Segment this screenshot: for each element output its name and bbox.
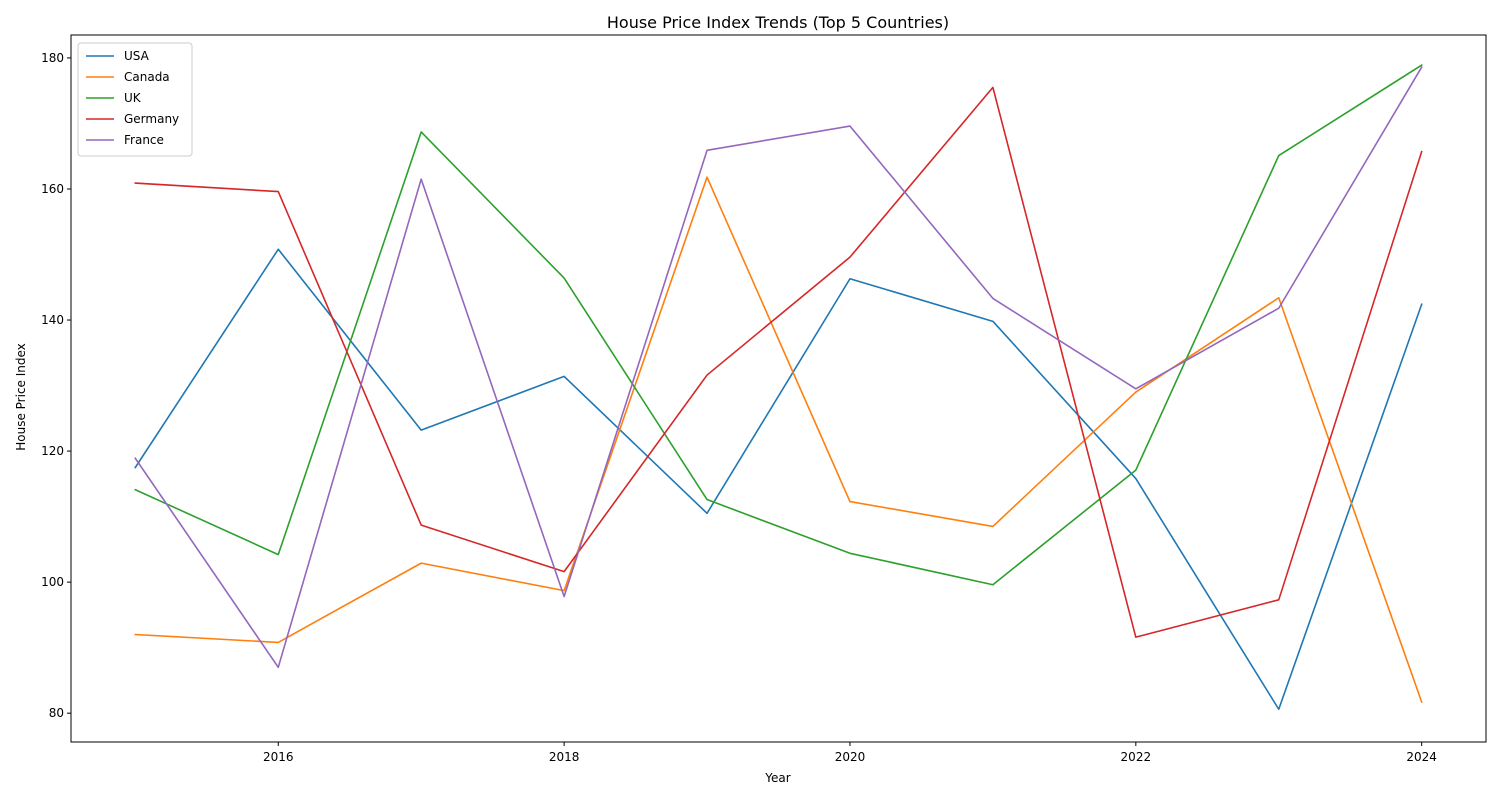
x-tick-label: 2016 (263, 750, 294, 764)
series-line-usa (134, 248, 1423, 711)
x-tick-label: 2020 (835, 750, 866, 764)
series-line-uk (134, 64, 1423, 586)
chart-title: House Price Index Trends (Top 5 Countrie… (607, 13, 949, 32)
axes: 2016 2018 2020 2022 2024 80 100 120 140 160 180 (41, 34, 1487, 764)
x-tick-label: 2022 (1121, 750, 1152, 764)
axes-frame (70, 34, 1487, 743)
legend-label-france: France (124, 133, 164, 147)
series-line-france (134, 66, 1423, 669)
x-tick-label: 2024 (1406, 750, 1437, 764)
x-tick-label: 2018 (549, 750, 580, 764)
y-axis-label: House Price Index (14, 343, 28, 451)
y-tick-label: 80 (49, 706, 64, 720)
plot-area (134, 64, 1423, 711)
legend-label-uk: UK (124, 91, 142, 105)
legend-label-usa: USA (124, 49, 150, 63)
y-tick-label: 100 (41, 575, 64, 589)
legend-label-canada: Canada (124, 70, 170, 84)
x-axis-label: Year (764, 771, 790, 785)
legend-box (77, 42, 193, 157)
legend-label-germany: Germany (124, 112, 179, 126)
y-tick-label: 140 (41, 313, 64, 327)
series-line-canada (134, 176, 1423, 704)
legend: USA Canada UK Germany France (77, 42, 193, 157)
y-tick-label: 180 (41, 51, 64, 65)
y-tick-label: 120 (41, 444, 64, 458)
series-line-germany (134, 86, 1423, 638)
y-tick-label: 160 (41, 182, 64, 196)
